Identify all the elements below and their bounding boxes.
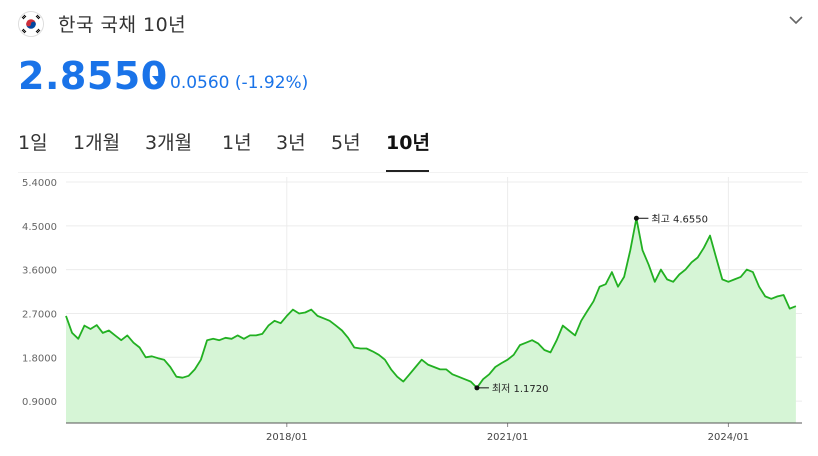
current-price: 2.8550 (18, 54, 168, 98)
tab-3m[interactable]: 3개월 (145, 132, 193, 154)
y-tick-label: 0.9000 (22, 397, 57, 408)
tab-3y[interactable]: 3년 (276, 132, 306, 154)
x-tick-label: 2024/01 (708, 432, 750, 442)
price-change: 0.0560 (-1.92%) (170, 73, 309, 93)
tab-1d[interactable]: 1일 (18, 132, 48, 154)
yield-chart: 5.4000 4.5000 3.6000 2.7000 1.8000 0.9000 2018… (18, 172, 808, 442)
x-tick-label: 2021/01 (487, 432, 529, 442)
active-tab-indicator (386, 170, 429, 172)
chevron-down-icon[interactable] (784, 8, 808, 32)
tab-5y[interactable]: 5년 (331, 132, 361, 154)
y-tick-label: 1.8000 (22, 353, 57, 364)
series-area (66, 218, 796, 423)
x-tick-label: 2018/01 (266, 432, 308, 442)
page-title: 한국 국채 10년 (58, 14, 187, 36)
tab-1m[interactable]: 1개월 (73, 132, 121, 154)
high-label: 최고 4.6550 (651, 213, 708, 225)
y-tick-label: 4.5000 (22, 222, 57, 233)
south-korea-flag-icon (18, 11, 44, 37)
tab-10y[interactable]: 10년 (386, 132, 430, 154)
y-tick-label: 2.7000 (22, 309, 57, 320)
tab-1y[interactable]: 1년 (222, 132, 252, 154)
header: 한국 국채 10년 (18, 8, 808, 38)
low-label: 최저 1.1720 (492, 383, 549, 395)
quote-summary: 2.8550 0.0560 (-1.92%) (18, 54, 718, 104)
series-line (65, 217, 797, 389)
period-tabs: 1일 1개월 3개월 1년 3년 5년 10년 (18, 124, 808, 172)
y-tick-label: 3.6000 (22, 266, 57, 277)
y-tick-label: 5.4000 (22, 178, 57, 189)
down-arrow-icon (152, 76, 162, 82)
